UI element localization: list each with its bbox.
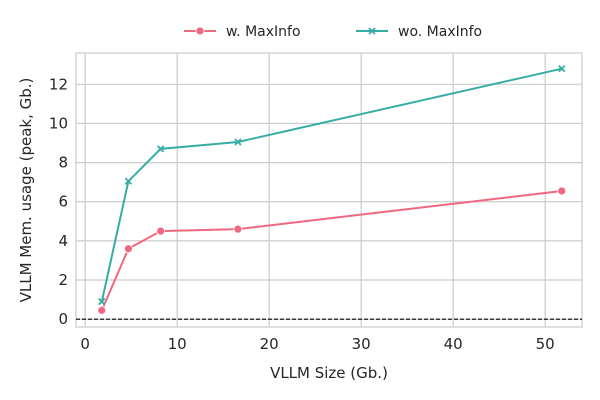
y-tick-label: 8 (58, 154, 68, 172)
x-tick-label: 50 (536, 335, 555, 353)
y-tick-label: 12 (49, 75, 68, 93)
grid-lines (76, 53, 582, 327)
legend-label: wo. MaxInfo (398, 24, 482, 40)
y-tick-label: 0 (58, 310, 68, 328)
x-tick-label: 0 (80, 335, 90, 353)
y-axis-label: VLLM Mem. usage (peak, Gb.) (17, 78, 35, 303)
y-tick-label: 4 (58, 232, 68, 250)
data-point (98, 297, 106, 306)
data-point-stroke (368, 27, 376, 35)
data-point (195, 26, 205, 36)
x-tick-label: 20 (260, 335, 279, 353)
data-point-stroke (157, 145, 165, 153)
x-tick-label: 10 (168, 335, 187, 353)
plot-area-frame (75, 52, 583, 328)
data-point (157, 145, 165, 153)
y-tick-label: 10 (49, 114, 68, 132)
legend: w. MaxInfo wo. MaxInfo (184, 24, 482, 40)
data-point (558, 65, 566, 73)
data-point (234, 138, 242, 146)
data-point (124, 177, 133, 185)
series-layer (97, 65, 567, 315)
data-point-stroke (234, 138, 242, 146)
y-tick-label: 2 (58, 271, 68, 289)
data-point (156, 226, 166, 236)
y-axis-ticks: 0 2 4 6 8 10 12 (49, 75, 68, 328)
data-point (124, 244, 133, 254)
legend-label: w. MaxInfo (226, 24, 301, 40)
x-tick-label: 40 (444, 335, 463, 353)
data-point (368, 27, 376, 35)
x-axis-label: VLLM Size (Gb.) (270, 364, 388, 382)
legend-item-1: w. MaxInfo (184, 24, 301, 40)
data-point-stroke (98, 297, 106, 306)
x-axis-ticks: 0 10 20 30 40 50 (80, 335, 554, 353)
data-point (233, 224, 243, 234)
data-point-stroke (558, 65, 566, 73)
data-point (97, 305, 107, 315)
data-point (557, 186, 567, 196)
y-tick-label: 6 (58, 193, 68, 211)
data-point-stroke (124, 177, 133, 185)
series-1 (97, 186, 567, 315)
series-2 (98, 65, 566, 306)
x-tick-label: 30 (352, 335, 371, 353)
legend-item-2: wo. MaxInfo (356, 24, 482, 40)
